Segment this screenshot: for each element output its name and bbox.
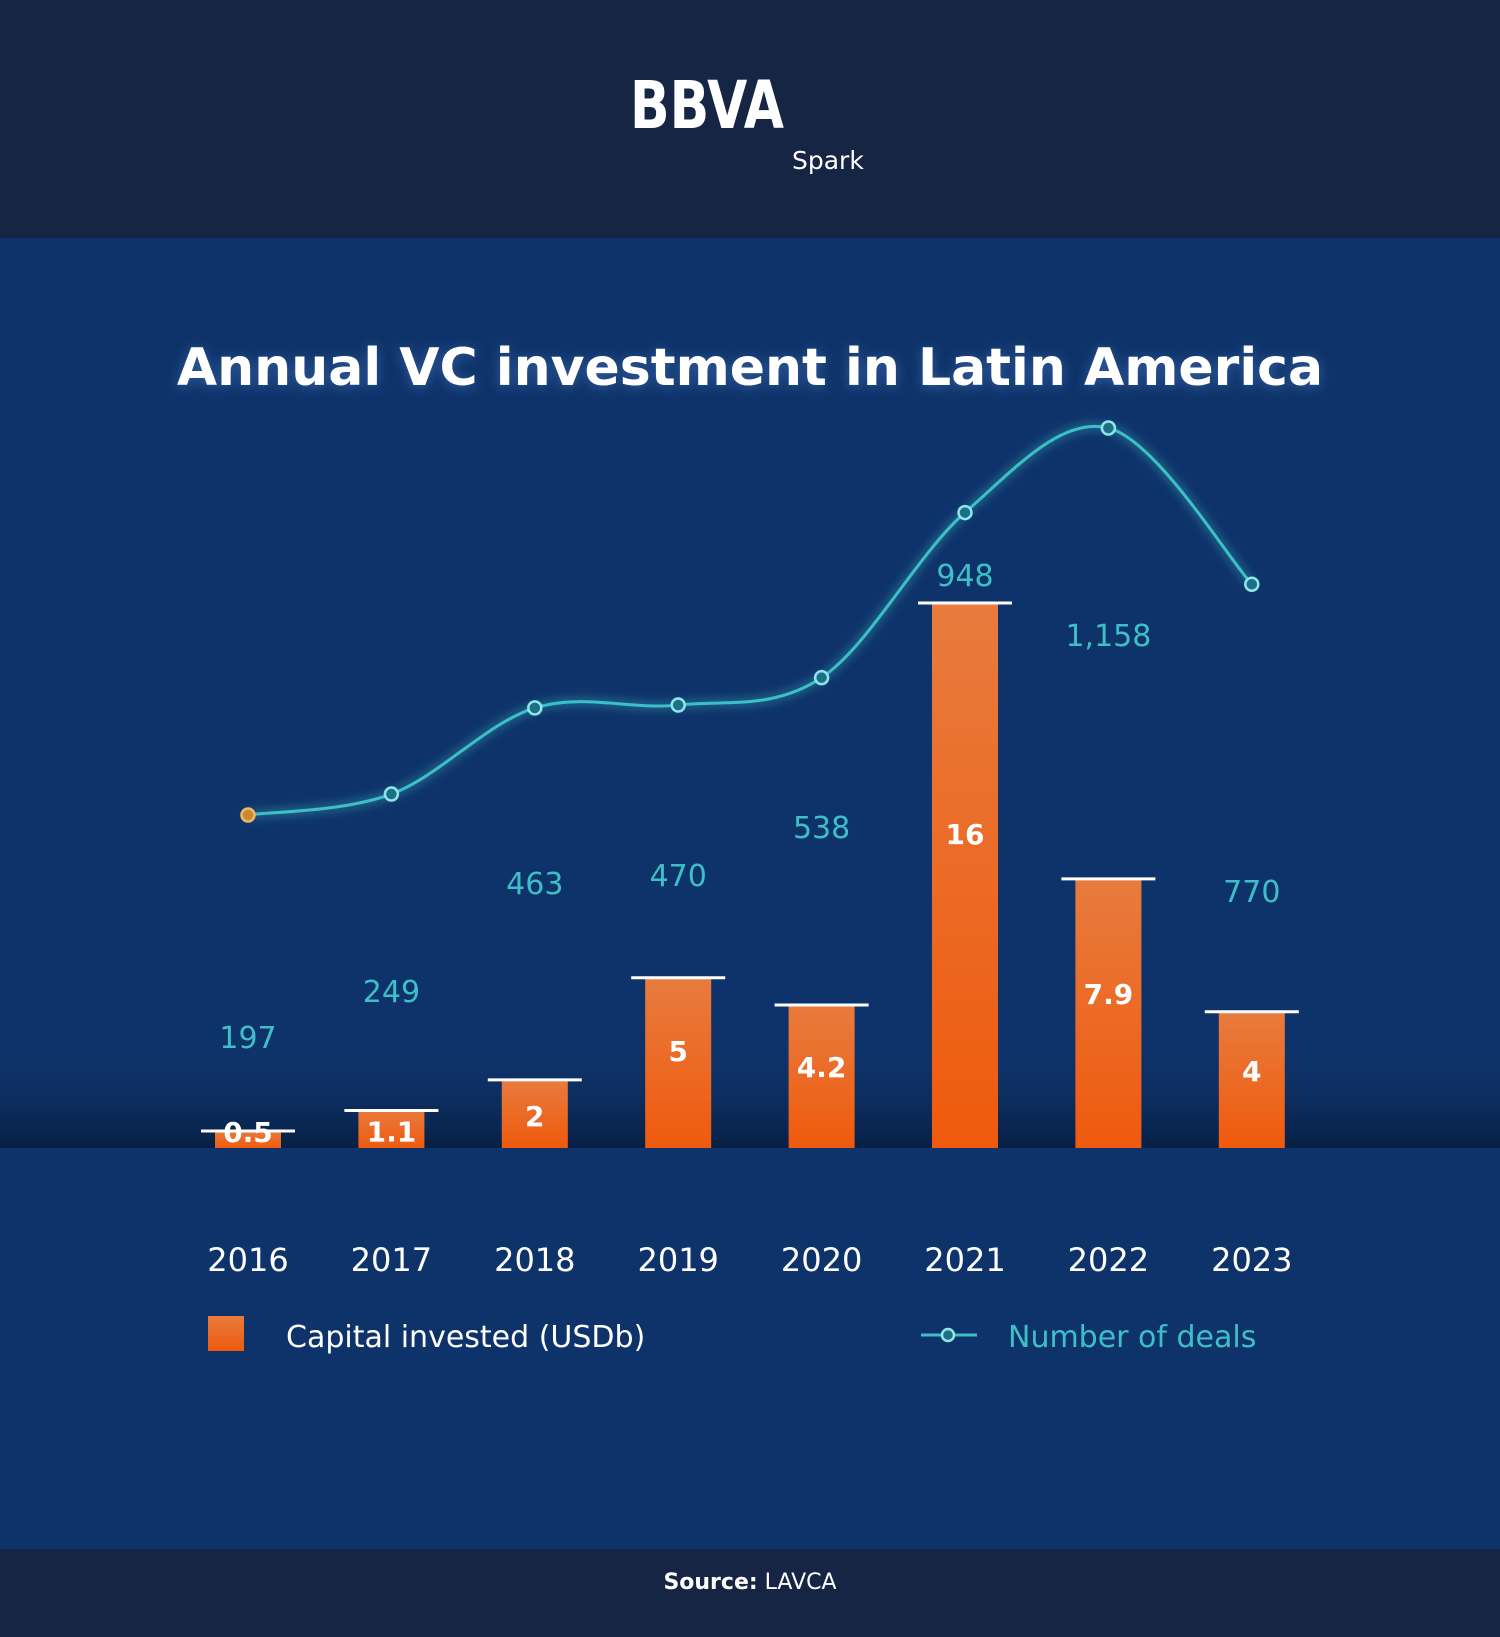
chart: Annual VC investment in Latin America 0.…: [0, 338, 1500, 1549]
deals-value-label: 470: [650, 859, 707, 894]
x-tick-label: 2022: [1068, 1241, 1149, 1279]
axis-band: [0, 1148, 1500, 1549]
source-line: Source: LAVCA: [0, 1570, 1500, 1595]
deals-value-label: 770: [1223, 875, 1280, 910]
bar-value-label: 2: [525, 1100, 544, 1133]
bar-2018: [501, 1079, 568, 1148]
bar-group-2017: 1.1: [344, 1109, 439, 1148]
footer: [0, 1549, 1500, 1637]
x-tick-label: 2020: [781, 1241, 862, 1279]
bar-group-2019: 5: [631, 976, 726, 1148]
deals-line: 197 249 463 470 538 948 1,158 770: [219, 420, 1280, 1056]
deals-value-label: 1,158: [1065, 619, 1151, 654]
legend-bar-label: Capital invested (USDb): [286, 1320, 645, 1355]
bars: 0.5 1.1 2 5 4.2 16 7.9 4: [201, 601, 1299, 1149]
x-tick-label: 2019: [637, 1241, 718, 1279]
bbva-logo-mark: [798, 65, 848, 122]
source-label: Source:: [663, 1570, 758, 1595]
bar-group-2018: 2: [487, 1078, 582, 1148]
x-tick-label: 2023: [1211, 1241, 1292, 1279]
legend-line-marker: [940, 1327, 956, 1343]
bar-2020: [788, 1004, 855, 1148]
bar-group-2023: 4: [1204, 1010, 1299, 1148]
deals-value-label: 197: [219, 1021, 276, 1056]
brand-subtitle: Spark: [792, 146, 864, 175]
bar-2019: [645, 977, 712, 1148]
chart-title: Annual VC investment in Latin America: [177, 338, 1323, 398]
x-axis-labels: 2016 2017 2018 2019 2020 2021 2022 2023: [207, 1241, 1292, 1279]
bar-value-label: 4.2: [797, 1051, 847, 1084]
legend-bar-swatch: [208, 1316, 244, 1351]
deals-point-2019: [670, 697, 686, 713]
bar-group-2020: 4.2: [774, 1003, 869, 1148]
bar-2023: [1218, 1011, 1285, 1148]
deals-point-2023: [1244, 576, 1260, 592]
deals-point-2018: [527, 700, 543, 716]
x-tick-label: 2021: [924, 1241, 1005, 1279]
deals-point-2016: [240, 807, 256, 823]
bar-value-label: 0.5: [223, 1116, 273, 1149]
x-tick-label: 2017: [351, 1241, 432, 1279]
deals-value-label: 249: [363, 975, 420, 1010]
bar-value-label: 4: [1242, 1055, 1261, 1088]
deals-point-2022: [1100, 420, 1117, 436]
bar-2021: [932, 603, 998, 1148]
source-value: LAVCA: [764, 1570, 837, 1595]
svg-text:BBVA: BBVA: [630, 67, 784, 134]
legend: Capital invested (USDb) Number of deals: [208, 1316, 1256, 1355]
bar-value-label: 1.1: [367, 1115, 417, 1148]
bar-group-2022: 7.9: [1061, 877, 1156, 1148]
deals-point-2021: [957, 504, 973, 521]
bar-value-label: 5: [668, 1035, 687, 1068]
header: BBVA Spark: [0, 0, 1500, 238]
x-tick-label: 2018: [494, 1241, 575, 1279]
deals-value-label: 538: [793, 811, 850, 846]
deals-value-label: 948: [936, 559, 993, 594]
bar-value-label: 7.9: [1084, 978, 1134, 1011]
deals-value-label: 463: [506, 867, 563, 902]
bar-2022: [1075, 878, 1142, 1148]
bar-group-2016: 0.5: [201, 1116, 295, 1149]
deals-point-2017: [383, 786, 400, 802]
bbva-logo: BBVA: [630, 65, 848, 134]
x-tick-label: 2016: [207, 1241, 288, 1279]
deals-point-2020: [813, 669, 830, 686]
legend-line-label: Number of deals: [1008, 1320, 1256, 1355]
bar-value-label: 16: [946, 818, 985, 851]
bar-group-2021: 16: [918, 601, 1012, 1148]
bar-2017: [358, 1110, 425, 1148]
bar-2016: [215, 1130, 281, 1148]
